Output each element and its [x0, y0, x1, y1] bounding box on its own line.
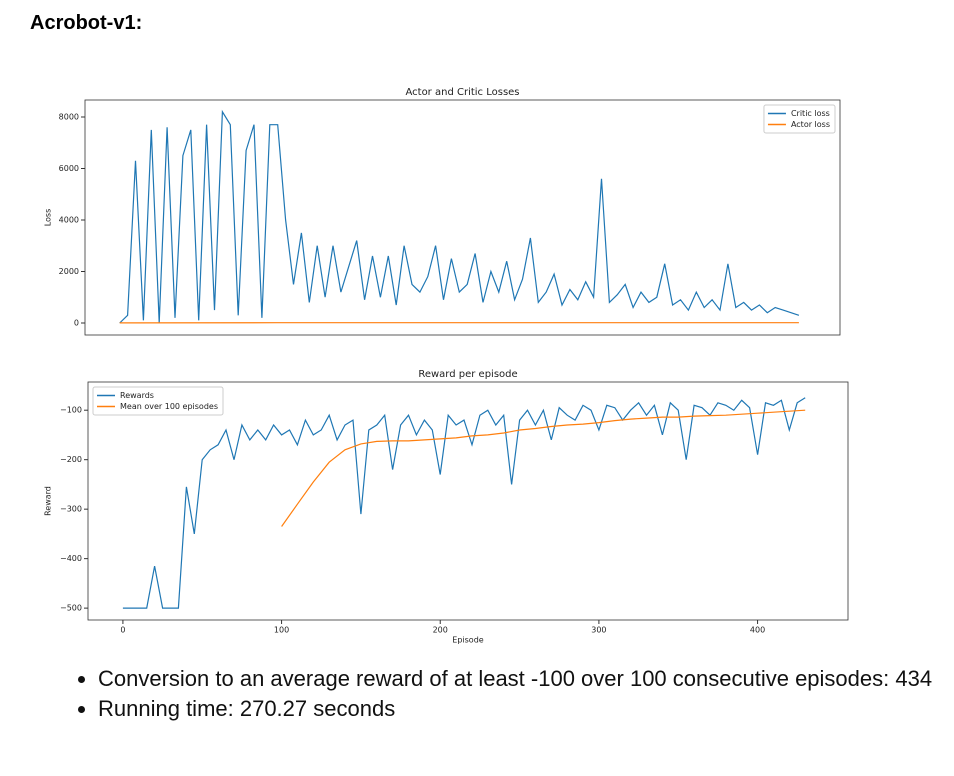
bullet: Running time: 270.27 seconds: [98, 694, 938, 724]
y-tick-label: 4000: [59, 215, 79, 224]
y-tick-label: −400: [60, 554, 82, 563]
legend: Rewards Mean over 100 episodes: [92, 386, 224, 416]
y-axis-label: Reward: [44, 486, 53, 516]
legend-label: Rewards: [120, 391, 154, 400]
plot-frame: [87, 381, 849, 621]
legend-label: Actor loss: [791, 120, 830, 129]
chart-title: Reward per episode: [418, 369, 517, 380]
x-tick-label: 200: [433, 626, 448, 635]
series-line: [122, 397, 806, 609]
y-tick-label: 2000: [59, 267, 79, 276]
chart-title: Actor and Critic Losses: [405, 87, 519, 98]
legend-box: [763, 104, 836, 134]
legend: Critic loss Actor loss: [763, 104, 836, 134]
bullet: Conversion to an average reward of at le…: [98, 664, 938, 694]
x-tick-label: 400: [750, 626, 765, 635]
y-tick-label: 0: [74, 319, 79, 328]
series-line: [281, 409, 806, 527]
bullet-list: Conversion to an average reward of at le…: [60, 664, 938, 724]
page-title: Acrobot-v1:: [30, 12, 143, 34]
y-tick-label: −300: [60, 505, 82, 514]
series-line: [119, 109, 800, 324]
y-tick-label: 6000: [59, 164, 79, 173]
y-axis-label: Loss: [44, 209, 53, 227]
plot-frame: [84, 99, 841, 336]
x-tick-label: 0: [120, 626, 125, 635]
x-axis-label: Episode: [452, 636, 483, 645]
y-tick-label: −200: [60, 455, 82, 464]
x-tick-label: 100: [274, 626, 289, 635]
y-tick-label: 8000: [59, 112, 79, 121]
y-tick-label: −500: [60, 604, 82, 613]
legend-label: Mean over 100 episodes: [120, 402, 218, 411]
x-tick-label: 300: [591, 626, 606, 635]
charts: Actor and Critic LossesLoss0200040006000…: [44, 87, 849, 645]
y-tick-label: −100: [60, 406, 82, 415]
legend-box: [92, 386, 224, 416]
legend-label: Critic loss: [791, 109, 830, 118]
